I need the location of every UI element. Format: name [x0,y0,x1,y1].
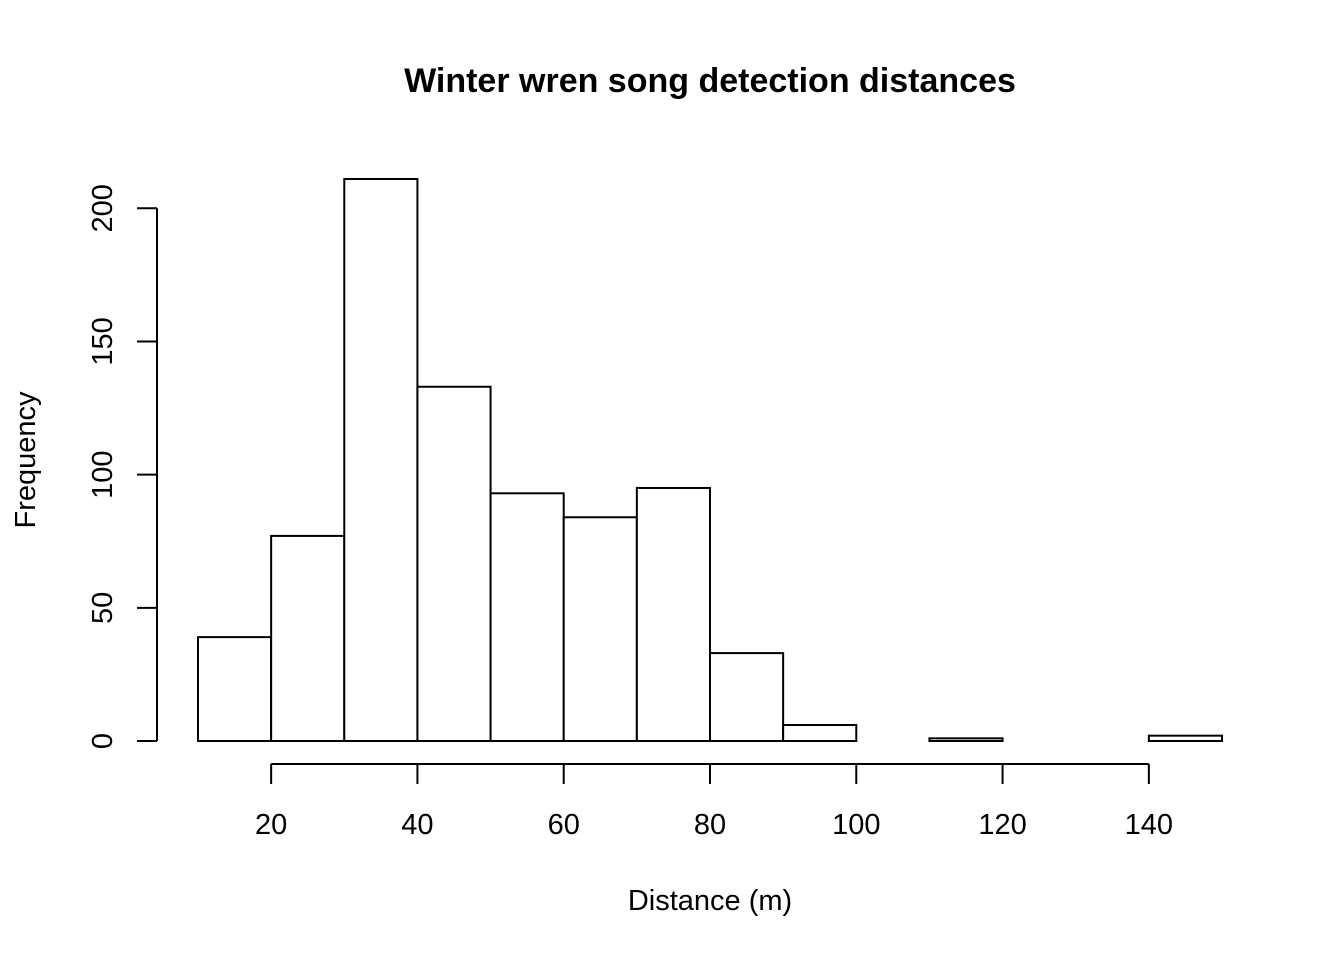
y-axis-label: Frequency [10,391,42,529]
x-tick-label-5: 120 [978,809,1026,841]
histogram-bar-5 [562,516,638,742]
x-axis: 20 40 60 80 100 120 140 [255,763,1173,841]
x-tick-label-4: 100 [832,809,880,841]
y-tick-label-4: 200 [87,184,119,232]
y-tick-label-1: 50 [87,592,119,624]
x-tick-label-0: 20 [255,809,287,841]
y-tick-label-2: 100 [87,450,119,498]
histogram-bar-7 [709,652,785,742]
histogram-bar-0 [197,636,273,743]
x-tick-label-6: 140 [1125,809,1173,841]
y-tick-label-0: 0 [87,733,119,749]
x-tick-label-2: 60 [548,809,580,841]
histogram-bar-13 [1147,734,1224,742]
y-axis: 0 50 100 150 200 [87,184,158,749]
histogram-bar-8 [782,724,858,743]
histogram-bar-6 [635,486,711,742]
histogram-bar-2 [343,178,419,742]
bars-group [197,178,1224,743]
histogram-bar-3 [416,385,492,742]
x-axis-label: Distance (m) [628,885,792,917]
x-tick-label-1: 40 [401,809,433,841]
chart-title: Winter wren song detection distances [404,62,1016,100]
histogram-bar-1 [270,534,346,743]
histogram-bar-10 [928,737,1004,742]
y-tick-label-3: 150 [87,317,119,365]
x-tick-label-3: 80 [694,809,726,841]
histogram-bar-4 [489,492,565,743]
